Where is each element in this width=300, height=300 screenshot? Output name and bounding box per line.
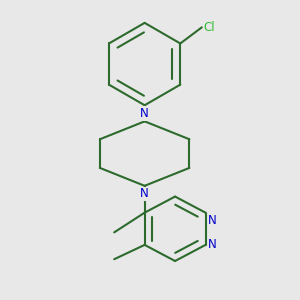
Text: N: N: [140, 187, 149, 200]
Text: N: N: [208, 214, 217, 227]
Text: N: N: [208, 238, 217, 251]
Text: N: N: [140, 107, 149, 120]
Text: Cl: Cl: [204, 21, 215, 34]
